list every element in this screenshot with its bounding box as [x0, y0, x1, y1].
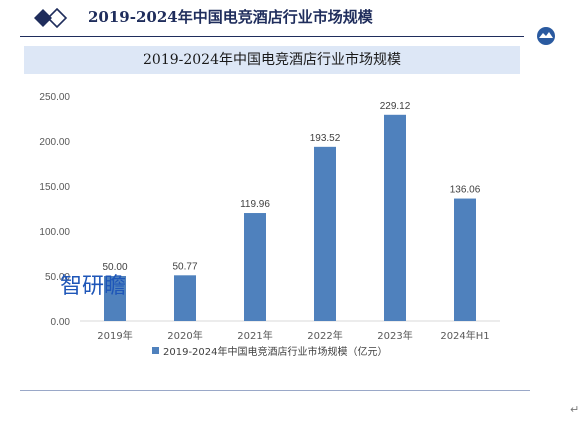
data-label: 50.77	[172, 261, 197, 272]
bar	[244, 213, 266, 321]
y-tick-label: 50.00	[45, 272, 70, 283]
category-label: 2021年	[237, 329, 272, 342]
y-tick-label: 100.00	[39, 227, 70, 238]
bar	[104, 276, 126, 321]
y-tick-label: 150.00	[39, 182, 70, 193]
bar	[384, 114, 406, 322]
bar	[314, 146, 336, 321]
chart-title-banner: 2019-2024年中国电竞酒店行业市场规模	[24, 46, 520, 74]
return-mark: ↵	[570, 403, 580, 416]
diamond-logo-icon	[34, 8, 68, 28]
y-tick-label: 250.00	[39, 92, 70, 103]
y-tick-label: 200.00	[39, 137, 70, 148]
header-rule	[20, 36, 524, 37]
legend-label: 2019-2024年中国电竞酒店行业市场规模（亿元）	[163, 345, 388, 358]
category-label: 2019年	[97, 329, 132, 342]
watermark-text: 智研瞻	[60, 274, 127, 299]
footer-rule	[20, 390, 530, 391]
data-label: 229.12	[380, 101, 411, 112]
data-label: 136.06	[450, 185, 481, 196]
category-label: 2024年H1	[440, 329, 489, 342]
bar-chart: 0.00 50.00 100.00 150.00 200.00 250.00 50.00 20…	[39, 92, 500, 358]
category-label: 2023年	[377, 329, 412, 342]
legend-swatch	[152, 347, 159, 354]
data-label: 193.52	[310, 133, 341, 144]
page-title: 2019-2024年中国电竞酒店行业市场规模	[88, 8, 373, 26]
bar	[454, 198, 476, 321]
data-label: 50.00	[102, 262, 127, 273]
data-label: 119.96	[240, 199, 270, 210]
chart-title: 2019-2024年中国电竞酒店行业市场规模	[143, 52, 401, 68]
bar	[174, 275, 196, 321]
page-header: 2019-2024年中国电竞酒店行业市场规模	[0, 0, 580, 45]
category-label: 2020年	[167, 329, 202, 342]
category-label: 2022年	[307, 329, 342, 342]
y-tick-label: 0.00	[51, 317, 71, 328]
circular-emblem-icon	[537, 27, 555, 45]
